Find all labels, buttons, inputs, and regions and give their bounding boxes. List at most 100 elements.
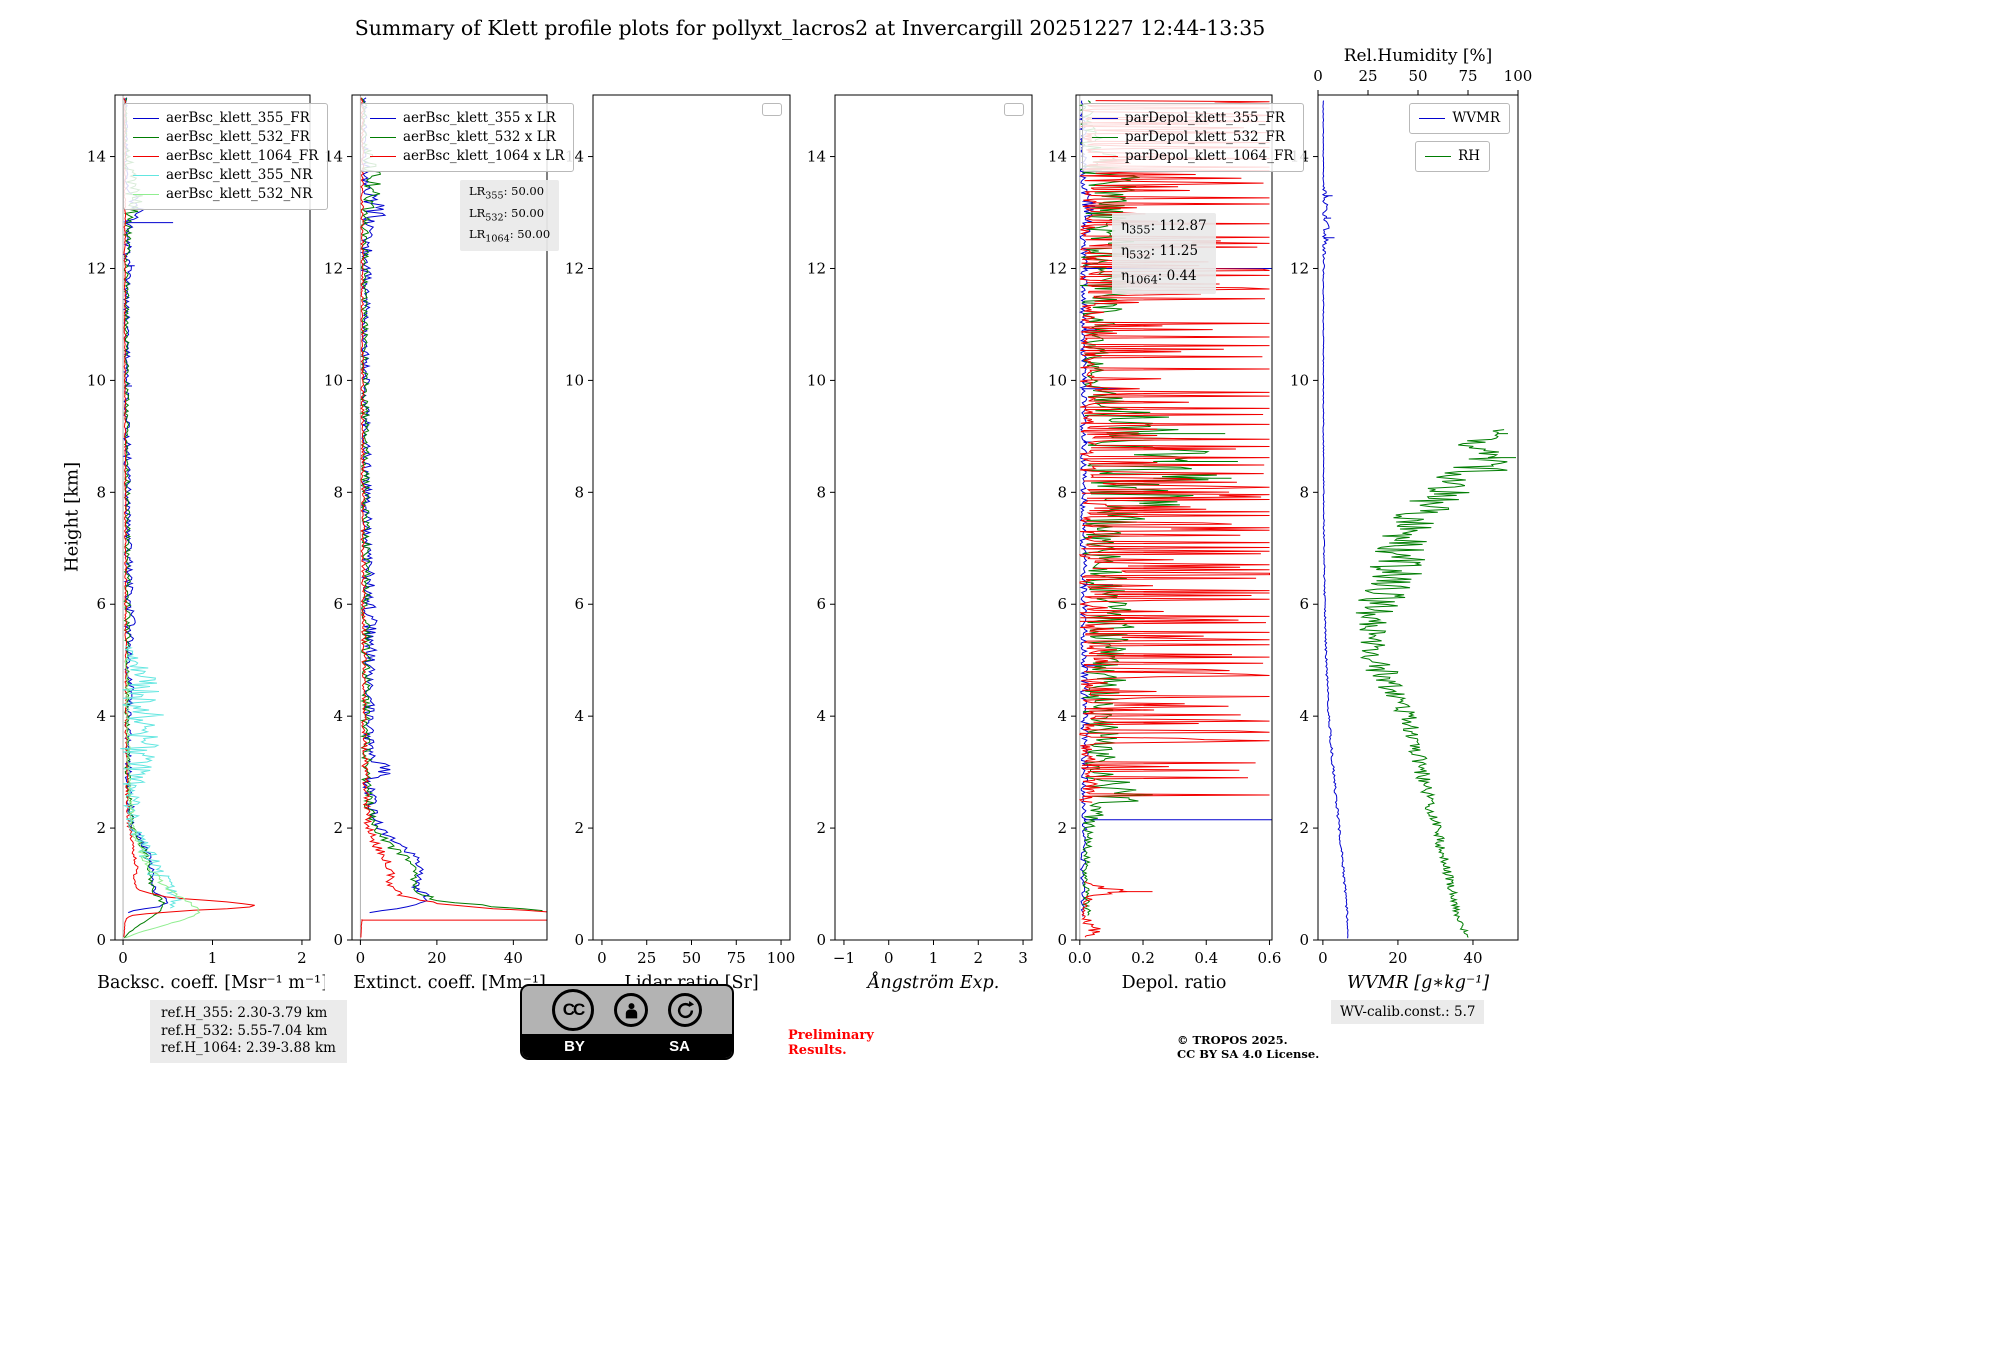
- legend-label: aerBsc_klett_1064_FR: [166, 148, 319, 164]
- y-tick-label: 6: [1057, 595, 1067, 613]
- annotation-row: LR532: 50.00: [469, 205, 545, 223]
- legend-label: parDepol_klett_355_FR: [1125, 110, 1285, 126]
- legend-line-sample: [133, 118, 159, 119]
- y-tick-label: 6: [1299, 595, 1309, 613]
- annotation-row: LR1064: 50.00: [469, 227, 551, 245]
- copyright-note: © TROPOS 2025. CC BY SA 4.0 License.: [1177, 1033, 1320, 1061]
- legend-entry: parDepol_klett_355_FR: [1092, 109, 1294, 128]
- legend: aerBsc_klett_355 x LR aerBsc_klett_532 x …: [360, 103, 575, 172]
- plot-extinction: 0 20 40 0 2 4 6 8 10 12 14 Extinct. coeff. [Mm⁻¹] ae…: [292, 40, 575, 1000]
- annotation-box: η355: 112.87 η532: 11.25 η1064: 0.44: [1112, 213, 1216, 294]
- plot-frame: [1317, 94, 1519, 941]
- y-tick-label: 14: [807, 148, 826, 166]
- y-tick-label: 2: [816, 819, 826, 837]
- x-axis-label: Ångström Exp.: [866, 972, 1000, 993]
- plot-backscatter: 0 1 2 0 2 4 6 8 10 12 14 Backsc. coeff. [Msr⁻¹ m⁻¹]…: [55, 40, 329, 1000]
- y-tick-label: 0: [1057, 931, 1067, 949]
- cc-by-sa-badge: CC BY SA: [520, 984, 734, 1060]
- x-tick-label: 75: [727, 949, 746, 967]
- legend: aerBsc_klett_355_FR aerBsc_klett_532_FR ae…: [123, 103, 329, 210]
- plot-lidar_ratio: 0 25 50 75 100 0 2 4 6 8 10 12 14 Lidar ratio [Sr]: [533, 40, 805, 1000]
- legend: WVMR: [1409, 103, 1510, 134]
- y-tick-label: 10: [87, 371, 106, 389]
- preliminary-results-note: Preliminary Results.: [788, 1028, 874, 1058]
- ref-height-355: ref.H_355: 2.30-3.79 km: [161, 1005, 328, 1021]
- plot-frame: [834, 94, 1033, 941]
- legend-entry: parDepol_klett_1064_FR: [1092, 147, 1294, 166]
- page-title: Summary of Klett profile plots for polly…: [354, 16, 1266, 40]
- axis-ticks: 0 20 40 0 2 4 6 8 10 12 14: [324, 148, 523, 967]
- x-axis-label: Extinct. coeff. [Mm⁻¹]: [353, 973, 546, 993]
- y-tick-label: 0: [96, 931, 106, 949]
- legend-line-sample: [1092, 118, 1118, 119]
- y-tick-label: 8: [574, 483, 584, 501]
- x-tick-label: 0.2: [1131, 949, 1155, 967]
- y-tick-label: 12: [87, 259, 106, 277]
- copyright-line2: CC BY SA 4.0 License.: [1177, 1046, 1320, 1061]
- y-tick-label: 12: [1048, 259, 1067, 277]
- reference-height-box: ref.H_355: 2.30-3.79 km ref.H_532: 5.55-…: [150, 1000, 347, 1063]
- y-tick-label: 8: [96, 483, 106, 501]
- y-tick-label: 4: [333, 707, 343, 725]
- plot-frame: [1075, 94, 1273, 941]
- annotation-row: η1064: 0.44: [1121, 267, 1197, 287]
- legend-entry: aerBsc_klett_532_FR: [133, 128, 318, 147]
- legend-entry: aerBsc_klett_1064 x LR: [370, 147, 564, 166]
- legend-line-sample: [1092, 137, 1118, 138]
- series-WVMR: [1321, 100, 1349, 939]
- plot-angstrom: −1 0 1 2 3 0 2 4 6 8 10 12 14 Ångström Exp.: [775, 40, 1047, 1000]
- y-tick-label: 4: [574, 707, 584, 725]
- x-tick-label: 2: [973, 949, 983, 967]
- x-tick-label: 2: [297, 949, 307, 967]
- x-tick-label: 1: [929, 949, 939, 967]
- top-tick-label: 0: [1313, 67, 1323, 85]
- y-tick-label: 12: [1290, 259, 1309, 277]
- copyright-line1: © TROPOS 2025.: [1177, 1033, 1288, 1047]
- y-tick-label: 6: [96, 595, 106, 613]
- legend-line-sample: [133, 175, 159, 176]
- y-tick-label: 6: [333, 595, 343, 613]
- y-tick-label: 2: [96, 819, 106, 837]
- y-tick-label: 0: [574, 931, 584, 949]
- x-tick-label: 3: [1018, 949, 1028, 967]
- axis-ticks: 0.0 0.2 0.4 0.6 0 2 4 6 8 10 12 14: [1048, 148, 1281, 967]
- series-parDepol_klett_532_FR: [1078, 100, 1238, 916]
- y-tick-label: 10: [807, 371, 826, 389]
- plot-extinction-canvas: 0 20 40 0 2 4 6 8 10 12 14 Extinct. coeff. [Mm⁻¹]: [324, 94, 548, 993]
- legend-line-sample: [133, 194, 159, 195]
- cc-attribution-person-icon: [614, 993, 648, 1027]
- legend-line-sample: [133, 156, 159, 157]
- x-tick-label: 0: [1318, 949, 1328, 967]
- x-axis-label: Backsc. coeff. [Msr⁻¹ m⁻¹]: [97, 973, 325, 993]
- x-tick-label: −1: [833, 949, 855, 967]
- y-tick-label: 0: [1299, 931, 1309, 949]
- y-tick-label: 14: [1048, 148, 1067, 166]
- x-tick-label: 0: [118, 949, 128, 967]
- y-tick-label: 4: [96, 707, 106, 725]
- series-aerBsc_klett_355_FR: [122, 97, 174, 914]
- y-tick-label: 10: [324, 371, 343, 389]
- y-tick-label: 0: [333, 931, 343, 949]
- legend-entry: aerBsc_klett_355_FR: [133, 109, 318, 128]
- y-tick-label: 8: [1299, 483, 1309, 501]
- top-tick-label: 75: [1458, 67, 1477, 85]
- top-axis-label: Rel.Humidity [%]: [1344, 46, 1493, 66]
- cc-by-label: BY: [564, 1037, 585, 1055]
- annotation-box: LR355: 50.00 LR532: 50.00 LR1064: 50.00: [460, 180, 560, 251]
- empty-legend: [1004, 103, 1024, 116]
- y-tick-label: 2: [333, 819, 343, 837]
- series-aerBsc_klett_1064-x-LR: [360, 97, 547, 913]
- legend-label: aerBsc_klett_355_NR: [166, 167, 313, 183]
- plot-wvmr_rh: 02040024681012140255075100Rel.Humidity […: [1258, 40, 1533, 1000]
- legend-line-sample: [1419, 118, 1446, 119]
- cc-sa-label: SA: [669, 1037, 690, 1055]
- legend-entry: aerBsc_klett_532_NR: [133, 185, 318, 204]
- y-tick-label: 12: [565, 259, 584, 277]
- y-tick-label: 4: [816, 707, 826, 725]
- x-tick-label: 0.0: [1068, 949, 1092, 967]
